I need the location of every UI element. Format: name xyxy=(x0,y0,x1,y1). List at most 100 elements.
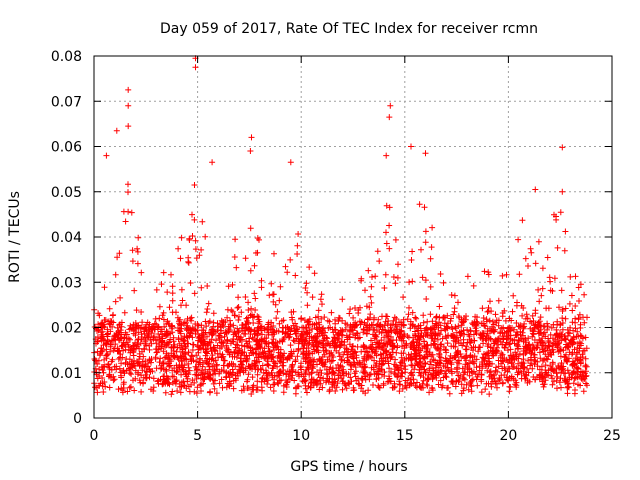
data-point xyxy=(178,322,185,329)
data-point xyxy=(574,374,581,381)
data-point xyxy=(308,376,315,383)
data-point xyxy=(575,284,582,291)
data-point xyxy=(351,370,358,377)
data-point xyxy=(170,348,177,354)
data-point xyxy=(574,328,581,335)
data-point xyxy=(581,347,588,354)
data-point xyxy=(135,336,142,342)
data-point xyxy=(383,229,389,236)
data-point xyxy=(249,334,256,341)
data-point xyxy=(108,358,115,365)
y-tick-label: 0.04 xyxy=(51,230,82,246)
data-point xyxy=(436,360,443,366)
data-point xyxy=(100,342,107,349)
data-point xyxy=(124,339,130,346)
data-point xyxy=(246,363,253,370)
data-point xyxy=(535,286,542,293)
data-point xyxy=(158,326,165,333)
data-point xyxy=(292,390,299,397)
data-point xyxy=(437,341,444,348)
data-point xyxy=(214,320,221,327)
data-point xyxy=(229,366,236,373)
data-point xyxy=(388,322,394,329)
data-point xyxy=(204,283,211,289)
data-point xyxy=(115,356,122,362)
data-point xyxy=(134,245,141,252)
data-point xyxy=(198,284,205,291)
data-point xyxy=(474,373,481,380)
data-point xyxy=(247,148,254,154)
data-point xyxy=(201,376,208,383)
data-point xyxy=(198,338,205,345)
data-point xyxy=(270,323,277,329)
data-point xyxy=(428,333,435,339)
data-point xyxy=(178,234,185,241)
data-point xyxy=(392,280,399,287)
data-point xyxy=(458,381,465,388)
data-point xyxy=(507,327,514,334)
data-point xyxy=(253,358,260,365)
data-point xyxy=(383,329,390,336)
data-point xyxy=(520,360,527,367)
data-point xyxy=(218,327,225,334)
data-point xyxy=(102,317,109,323)
data-point xyxy=(531,351,538,358)
data-point xyxy=(486,328,493,334)
data-point xyxy=(152,337,159,344)
data-point xyxy=(462,346,469,353)
data-point xyxy=(473,327,480,334)
data-point xyxy=(132,375,139,382)
data-point xyxy=(239,367,246,374)
data-point xyxy=(575,315,582,322)
data-point xyxy=(512,349,519,356)
data-point xyxy=(430,356,437,363)
data-point xyxy=(378,337,385,344)
data-point xyxy=(194,327,201,334)
data-point xyxy=(429,376,436,383)
data-point xyxy=(538,337,544,344)
data-point xyxy=(342,326,349,333)
data-point xyxy=(574,357,581,364)
data-point xyxy=(111,376,118,383)
data-point xyxy=(419,274,426,281)
data-point xyxy=(566,300,573,307)
data-point xyxy=(575,381,581,388)
data-point xyxy=(174,344,181,351)
data-point xyxy=(274,355,281,361)
data-point xyxy=(270,291,277,298)
data-point xyxy=(343,370,350,377)
data-point xyxy=(525,369,532,376)
data-point xyxy=(101,356,108,363)
y-tick-label: 0.05 xyxy=(51,185,82,201)
data-point xyxy=(477,344,484,351)
data-point xyxy=(101,284,108,291)
data-point xyxy=(522,255,529,262)
data-point xyxy=(316,324,323,331)
data-point xyxy=(138,388,145,395)
data-point xyxy=(162,366,169,373)
data-point xyxy=(166,363,173,370)
data-point xyxy=(567,324,574,331)
data-point xyxy=(328,309,335,316)
data-point xyxy=(516,350,523,357)
data-point xyxy=(362,373,368,380)
data-point xyxy=(94,389,101,396)
data-point xyxy=(261,378,268,385)
data-point xyxy=(422,332,429,338)
data-point xyxy=(191,290,198,297)
data-point xyxy=(529,312,536,319)
data-point xyxy=(268,319,274,326)
data-point xyxy=(270,298,277,305)
data-point xyxy=(106,384,113,391)
data-point xyxy=(513,320,520,326)
data-point xyxy=(209,355,216,362)
data-point xyxy=(174,388,181,394)
data-point xyxy=(387,341,394,348)
data-point xyxy=(345,354,351,361)
data-point xyxy=(192,64,199,71)
data-point xyxy=(469,320,476,327)
data-point xyxy=(303,352,310,359)
data-point xyxy=(181,337,188,344)
x-tick-label: 15 xyxy=(396,428,414,444)
